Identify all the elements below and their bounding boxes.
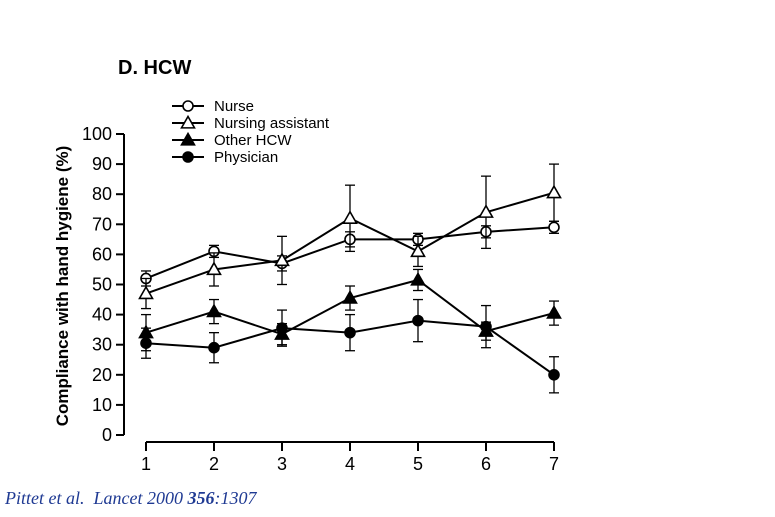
series-nursing-assistant	[138, 163, 562, 310]
x-tick-label: 3	[277, 454, 287, 474]
legend-item-other-hcw: Other HCW	[172, 131, 292, 149]
legend-label: Nurse	[214, 98, 254, 115]
x-tick-label: 5	[413, 454, 423, 474]
data-point-nurse	[548, 221, 560, 234]
data-point-nursing-assistant	[478, 204, 494, 218]
citation-pages: :1307	[214, 488, 257, 508]
series-layer	[138, 163, 562, 394]
x-tick-label: 2	[209, 454, 219, 474]
citation-journal: Lancet 2000	[93, 488, 183, 508]
data-point-nursing-assistant	[138, 285, 154, 300]
y-tick-label: 90	[92, 154, 112, 174]
y-tick-label: 20	[92, 365, 112, 385]
y-tick-label: 30	[92, 335, 112, 355]
y-axis-title: Compliance with hand hygiene (%)	[53, 146, 72, 427]
data-point-physician	[480, 320, 492, 333]
series-physician	[140, 298, 560, 394]
x-tick-label: 1	[141, 454, 151, 474]
data-point-nursing-assistant	[410, 243, 426, 258]
y-tick-label: 60	[92, 244, 112, 264]
y-tick-label: 40	[92, 305, 112, 325]
axes: 0 10 20 30 40 50 60 70 80 90 100 1 2 3 4 5 6 7	[82, 124, 559, 474]
data-point-physician	[140, 337, 152, 349]
data-point-other-hcw	[410, 271, 426, 286]
data-point-other-hcw	[342, 289, 358, 304]
legend-marker	[182, 151, 194, 163]
x-tick-label: 4	[345, 454, 355, 474]
legend-marker	[182, 100, 194, 112]
panel-title: D. HCW	[118, 57, 192, 79]
legend-marker	[180, 131, 196, 146]
data-point-other-hcw	[546, 304, 562, 319]
y-tick-label: 100	[82, 124, 112, 144]
x-tick-label: 6	[481, 454, 491, 474]
data-point-physician	[276, 322, 288, 334]
y-tick-label: 0	[102, 425, 112, 445]
citation: Pittet et al. Lancet 2000 356:1307	[5, 488, 256, 509]
legend-label: Physician	[214, 149, 278, 166]
y-tick-label: 50	[92, 275, 112, 295]
data-point-physician	[208, 341, 220, 354]
data-point-nursing-assistant	[342, 210, 358, 224]
x-tick-label: 7	[549, 454, 559, 474]
citation-authors: Pittet et al.	[5, 488, 85, 508]
y-tick-label: 10	[92, 395, 112, 415]
data-point-physician	[412, 314, 424, 327]
data-point-nursing-assistant	[274, 252, 290, 267]
data-point-nursing-assistant	[546, 184, 562, 199]
legend-label: Nursing assistant	[214, 115, 330, 132]
legend-item-nursing-assistant: Nursing assistant	[172, 114, 330, 132]
legend-label: Other HCW	[214, 132, 292, 149]
data-point-physician	[344, 326, 356, 339]
legend-marker	[180, 114, 196, 129]
y-tick-label: 80	[92, 184, 112, 204]
data-point-other-hcw	[206, 303, 222, 318]
legend-item-nurse: Nurse	[172, 98, 254, 115]
data-point-nursing-assistant	[206, 261, 222, 276]
data-point-physician	[548, 368, 560, 381]
y-tick-label: 70	[92, 214, 112, 234]
citation-volume: 356	[187, 488, 215, 508]
legend-item-physician: Physician	[172, 149, 278, 166]
